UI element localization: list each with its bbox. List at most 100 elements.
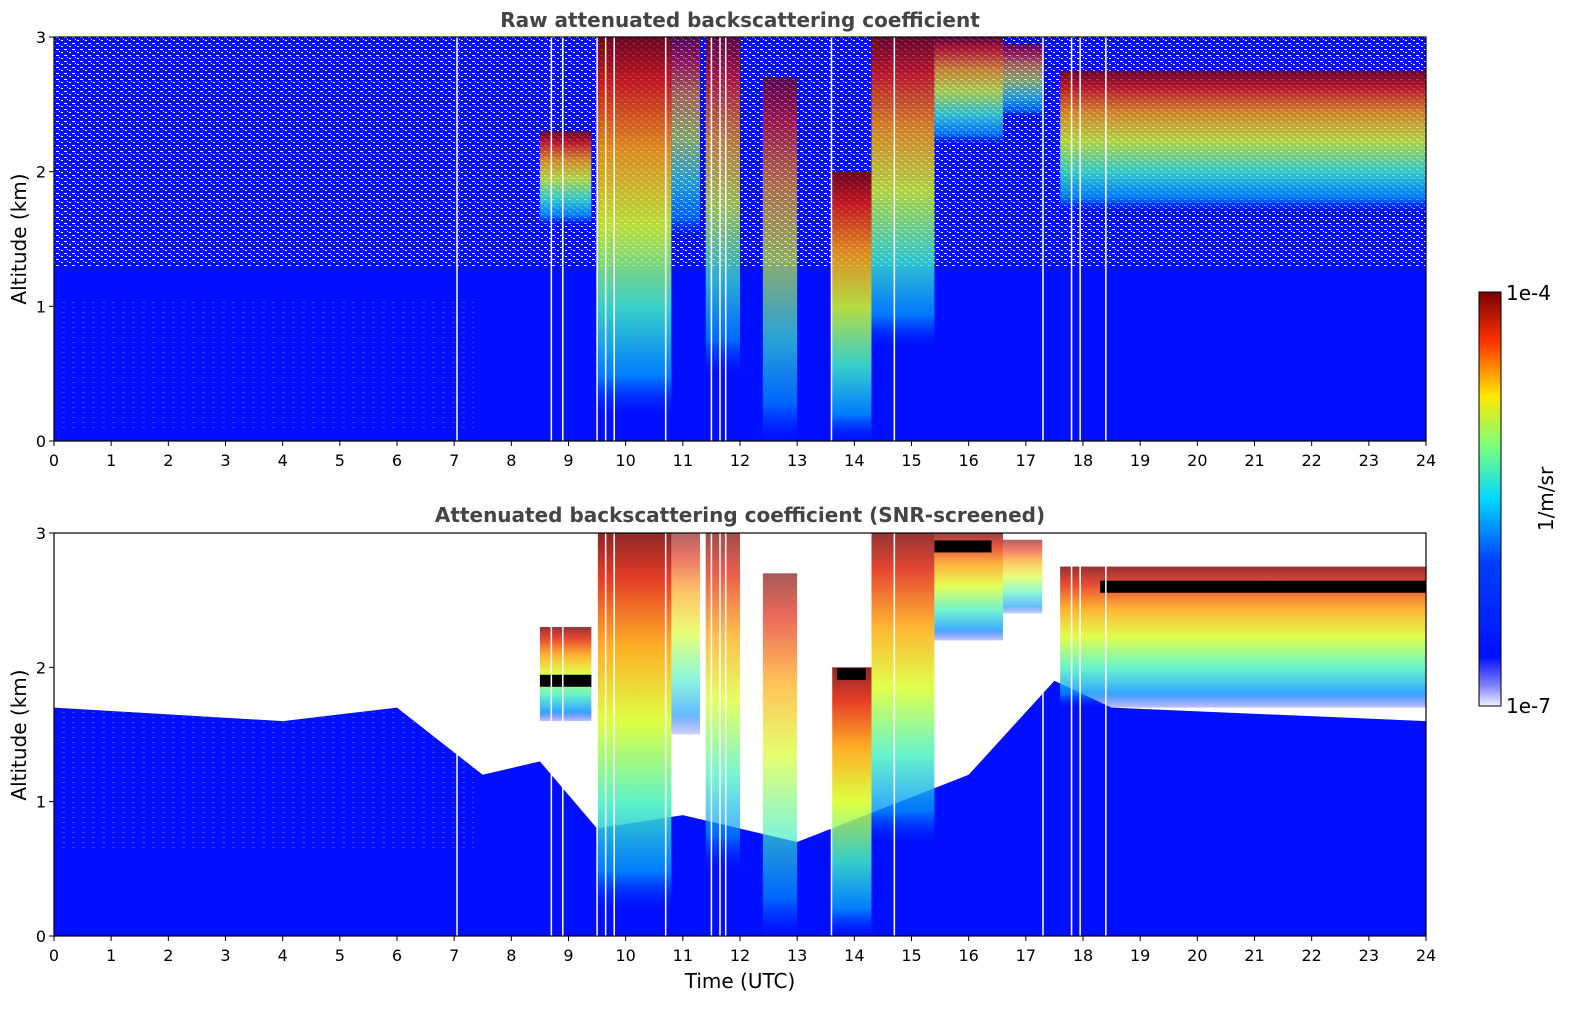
y-tick-label: 2 <box>36 658 46 677</box>
x-tick-label: 4 <box>278 451 288 470</box>
x-tick-label: 4 <box>278 946 288 965</box>
x-tick-label: 2 <box>163 451 173 470</box>
x-tick-label: 0 <box>49 451 59 470</box>
x-tick-label: 3 <box>220 946 230 965</box>
screened-heatmap <box>54 533 1426 936</box>
cloud-layer <box>762 573 798 936</box>
y-tick-label: 3 <box>36 524 46 543</box>
colorbar-gradient <box>1478 291 1502 707</box>
x-tick-label: 9 <box>563 946 573 965</box>
y-tick-label: 0 <box>36 432 46 451</box>
saturated-layer <box>934 540 992 553</box>
x-tick-label: 20 <box>1187 946 1207 965</box>
x-tick-label: 19 <box>1130 946 1150 965</box>
cloud-layers <box>539 37 1426 441</box>
cloud-layer <box>934 37 1003 145</box>
y-axis-label: Altitude (km) <box>7 669 31 800</box>
cloud-layer <box>671 533 700 735</box>
colorbar-unit-label: 1/m/sr <box>1534 466 1558 531</box>
x-tick-label: 14 <box>844 946 864 965</box>
x-tick-label: 20 <box>1187 451 1207 470</box>
y-axis-ticks: 0 1 2 3 <box>36 28 54 451</box>
x-tick-label: 22 <box>1301 946 1321 965</box>
aerosol-region <box>54 700 474 850</box>
x-tick-label: 11 <box>673 946 693 965</box>
cloud-layer <box>871 37 935 347</box>
x-tick-label: 6 <box>392 946 402 965</box>
x-axis-ticks: 0 1 2 3 4 5 6 7 8 9 10 11 12 13 14 15 16 17 18 19 20 21 22 23 24 <box>49 936 1436 965</box>
x-tick-label: 15 <box>901 451 921 470</box>
aerosol-region <box>54 300 474 430</box>
cloud-layer <box>762 77 798 441</box>
x-tick-label: 5 <box>335 946 345 965</box>
x-tick-label: 2 <box>163 946 173 965</box>
x-tick-label: 12 <box>730 451 750 470</box>
x-axis-label: Time (UTC) <box>684 969 796 993</box>
cloud-layer <box>1002 43 1043 118</box>
cloud-layer <box>539 627 592 722</box>
y-tick-label: 2 <box>36 163 46 182</box>
y-tick-label: 1 <box>36 793 46 812</box>
cloud-layer <box>871 533 935 842</box>
x-tick-label: 17 <box>1016 946 1036 965</box>
y-axis-ticks: 0 1 2 3 <box>36 524 54 946</box>
y-tick-label: 1 <box>36 297 46 316</box>
x-axis-ticks: 0 1 2 3 4 5 6 7 8 9 10 11 12 13 14 15 16 17 18 19 20 21 22 23 24 <box>49 441 1436 470</box>
x-tick-label: 7 <box>449 451 459 470</box>
saturated-layer <box>539 674 592 687</box>
x-tick-label: 13 <box>787 946 807 965</box>
x-tick-label: 24 <box>1416 451 1436 470</box>
x-tick-label: 11 <box>673 451 693 470</box>
cloud-layer <box>671 37 700 239</box>
x-tick-label: 12 <box>730 946 750 965</box>
saturated-layer <box>837 668 866 681</box>
x-tick-label: 6 <box>392 451 402 470</box>
cloud-layer <box>597 533 672 910</box>
colorbar-min-label: 1e-7 <box>1506 694 1551 718</box>
raw-panel-title: Raw attenuated backscattering coefficien… <box>500 8 980 32</box>
saturated-layer <box>1100 580 1426 593</box>
x-tick-label: 8 <box>506 451 516 470</box>
x-tick-label: 1 <box>106 451 116 470</box>
x-tick-label: 24 <box>1416 946 1436 965</box>
x-tick-label: 18 <box>1073 946 1093 965</box>
x-tick-label: 23 <box>1359 451 1379 470</box>
cloud-layer <box>1002 539 1043 614</box>
x-tick-label: 15 <box>901 946 921 965</box>
x-tick-label: 9 <box>563 451 573 470</box>
cloud-layer <box>831 667 872 936</box>
y-tick-label: 0 <box>36 927 46 946</box>
x-tick-label: 10 <box>615 946 635 965</box>
cloud-layer <box>1060 70 1426 213</box>
raw-heatmap <box>54 37 1426 441</box>
saturated-layers <box>539 540 1426 687</box>
x-tick-label: 13 <box>787 451 807 470</box>
x-tick-label: 14 <box>844 451 864 470</box>
y-axis-label: Altitude (km) <box>7 173 31 304</box>
x-tick-label: 8 <box>506 946 516 965</box>
missing-data-lines <box>456 37 1107 441</box>
x-tick-label: 17 <box>1016 451 1036 470</box>
cloud-layer <box>597 37 672 415</box>
colorbar: 1e-4 1e-7 1/m/sr <box>1478 281 1558 718</box>
x-tick-label: 7 <box>449 946 459 965</box>
x-tick-label: 22 <box>1301 451 1321 470</box>
snr-screened-panel: Attenuated backscattering coefficient (S… <box>7 503 1436 993</box>
cloud-layer <box>831 171 872 441</box>
cloud-layer <box>539 131 592 226</box>
x-tick-label: 21 <box>1244 946 1264 965</box>
colorbar-max-label: 1e-4 <box>1506 281 1551 305</box>
x-tick-label: 16 <box>958 451 978 470</box>
x-tick-label: 1 <box>106 946 116 965</box>
x-tick-label: 0 <box>49 946 59 965</box>
x-tick-label: 19 <box>1130 451 1150 470</box>
x-tick-label: 5 <box>335 451 345 470</box>
y-tick-label: 3 <box>36 28 46 47</box>
x-tick-label: 3 <box>220 451 230 470</box>
x-tick-label: 21 <box>1244 451 1264 470</box>
raw-backscatter-panel: Raw attenuated backscattering coefficien… <box>7 8 1436 470</box>
x-tick-label: 23 <box>1359 946 1379 965</box>
missing-data-lines <box>456 533 1107 936</box>
x-tick-label: 10 <box>615 451 635 470</box>
